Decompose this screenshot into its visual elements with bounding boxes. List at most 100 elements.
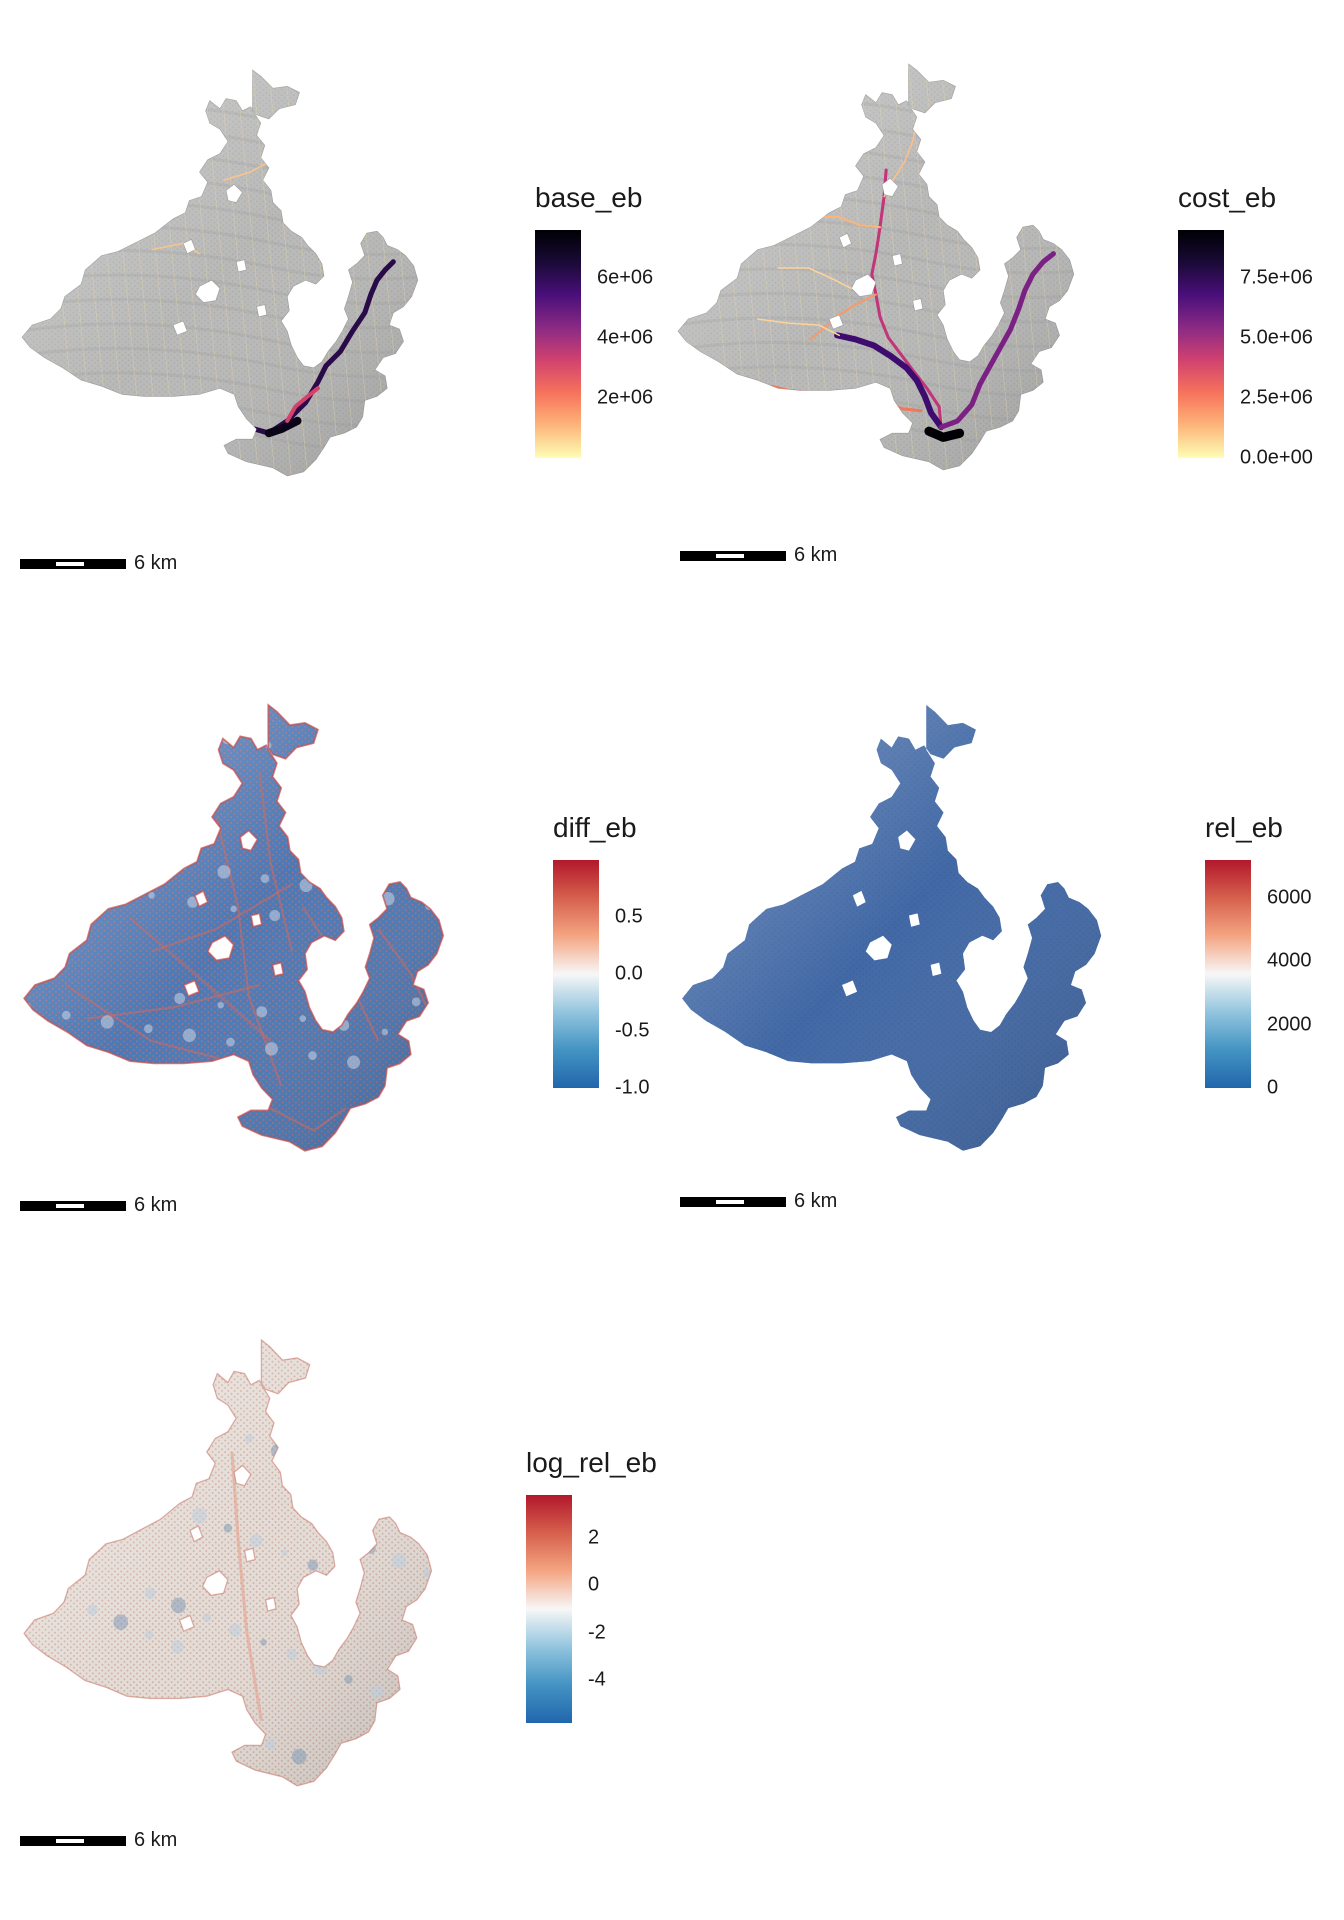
log-patch (344, 1674, 353, 1684)
log-patch (50, 1488, 63, 1503)
log-patch (24, 1478, 33, 1488)
log-patch (328, 1427, 342, 1441)
diff-patch (61, 1010, 71, 1020)
log-patch (129, 1382, 142, 1396)
region-shape (677, 63, 1075, 471)
region-edge (23, 703, 445, 1152)
diff-patch (265, 1042, 278, 1056)
scalebar-segment (56, 562, 84, 566)
legend-title: log_rel_eb (526, 1447, 657, 1478)
log-patch (270, 1401, 286, 1418)
legend-tick-label: 5.0e+06 (1240, 326, 1313, 349)
diff-patch (299, 1015, 307, 1022)
relief-ridge (22, 151, 418, 183)
diff-patch (299, 878, 313, 893)
relief-ridge (678, 365, 1074, 397)
legend-tick (581, 338, 587, 339)
diff-patch (148, 755, 162, 769)
scalebar-label: 6 km (794, 1190, 838, 1212)
log-patch (412, 1463, 428, 1479)
path-edge (223, 161, 270, 181)
log-patch (249, 1533, 263, 1548)
panel-cost-eb: cost_eb 0.0e+00 2.5e+06 5.0e+06 7.5e+06 6 k… (677, 63, 1338, 580)
log-patch (29, 1578, 42, 1592)
map-diff-eb (23, 703, 445, 1152)
legend-tick-label: 0.0e+00 (1240, 446, 1313, 469)
log-patch (39, 1683, 47, 1691)
diff-patch (27, 737, 37, 747)
log-patch (192, 1508, 207, 1524)
log-patch (207, 1755, 219, 1767)
log-patch (160, 1398, 167, 1405)
diff-patch (230, 905, 237, 913)
network-edge (235, 70, 278, 476)
legend-tick (572, 1537, 578, 1539)
log-patch (45, 1346, 56, 1358)
legend-tick (572, 1632, 578, 1634)
legend-tick (599, 1031, 605, 1032)
legend-colorbar (1178, 230, 1224, 458)
log-patch (428, 1668, 432, 1682)
diff-patch (139, 719, 151, 731)
diff-patch (269, 909, 281, 922)
relief-ridge (22, 297, 418, 330)
diff-patch (342, 887, 352, 897)
log-patch (186, 1408, 198, 1420)
diff-patch (100, 715, 108, 722)
relief-ridge (678, 120, 1074, 153)
diff-patch (226, 1037, 235, 1047)
log-patch (333, 1569, 349, 1586)
map-base-eb (21, 69, 419, 477)
log-patch (92, 1704, 108, 1720)
path-edge (834, 332, 945, 431)
log-patch (302, 1417, 311, 1427)
log-patch (228, 1623, 242, 1637)
panel-diff-eb: diff_eb -1.0 -0.5 0.0 0.5 6 km (20, 690, 670, 1230)
legend-tick (1224, 338, 1230, 339)
diff-patch (260, 874, 270, 884)
network-edge (891, 64, 934, 470)
legend-colorbar (526, 1495, 572, 1723)
region-shading (24, 705, 444, 1151)
scalebar-segment (56, 1839, 84, 1843)
relief-ridge (678, 291, 1074, 324)
legend-tick (1224, 458, 1230, 459)
panel-rel-eb: rel_eb 0 2000 4000 6000 6 km (678, 690, 1338, 1230)
log-patch (381, 1353, 388, 1361)
network-edge (696, 64, 738, 470)
log-patch (144, 1630, 154, 1640)
legend-tick (599, 974, 605, 975)
diff-patch (57, 706, 69, 718)
log-patch (108, 1514, 119, 1526)
region-shading (682, 705, 1102, 1151)
map-cost-eb (677, 63, 1075, 471)
scalebar-label: 6 km (794, 544, 838, 566)
scalebar-label: 6 km (134, 552, 178, 574)
diff-patch (174, 992, 186, 1005)
legend-title: cost_eb (1178, 182, 1277, 213)
log-patch (71, 1356, 87, 1373)
diff-patch (66, 878, 73, 886)
log-patch (434, 1374, 449, 1390)
legend-tick (1224, 398, 1230, 399)
diff-patch (217, 865, 231, 879)
network-edge (1071, 64, 1074, 470)
log-patch (123, 1719, 133, 1729)
log-patch (108, 1472, 121, 1486)
diff-patch (217, 1001, 224, 1009)
legend-tick-label: 0.0 (615, 962, 643, 985)
log-patch (265, 1738, 277, 1750)
log-patch (81, 1504, 89, 1512)
log-patch (370, 1684, 384, 1699)
diff-patch (252, 705, 266, 716)
relief-ridge (678, 267, 1074, 299)
log-patch (349, 1340, 363, 1352)
log-patch (402, 1700, 409, 1708)
diff-patch (187, 896, 199, 908)
legend-tick (1251, 1024, 1257, 1026)
panel-log-rel-eb: log_rel_eb -4 -2 0 2 6 km (20, 1325, 670, 1865)
log-patch (281, 1549, 288, 1557)
diff-patch (24, 1001, 32, 1016)
diff-patch (31, 905, 45, 919)
path-edge (151, 242, 201, 255)
